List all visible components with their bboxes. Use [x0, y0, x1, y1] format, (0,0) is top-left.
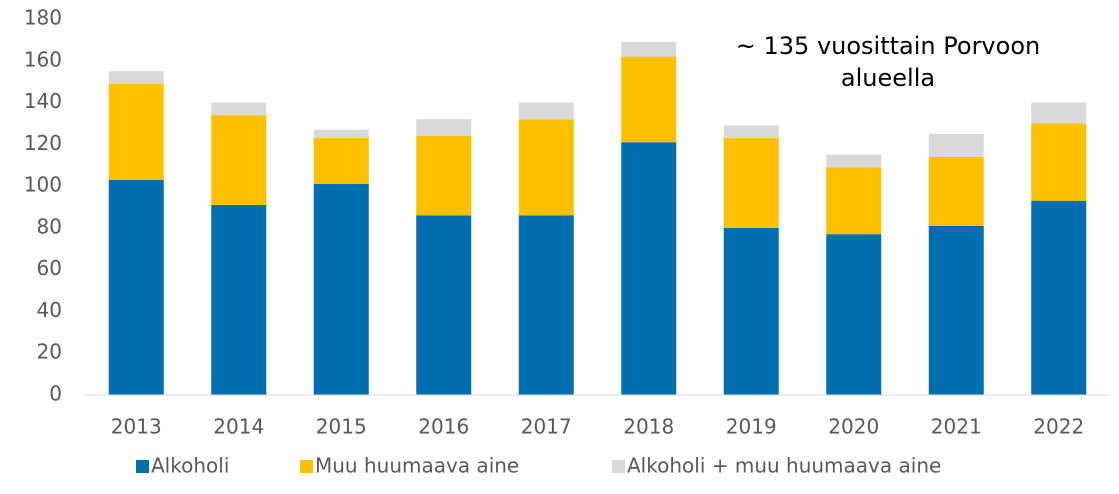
y-tick-label: 100 — [24, 173, 62, 197]
bar-segment — [211, 115, 267, 205]
bar-segment — [211, 204, 267, 395]
x-tick-label: 2017 — [521, 415, 572, 439]
legend-label: Alkoholi — [151, 454, 229, 478]
bar-segment — [108, 179, 164, 395]
legend-label: Muu huumaava aine — [315, 454, 519, 478]
x-tick-label: 2020 — [828, 415, 879, 439]
legend-label: Alkoholi + muu huumaava aine — [627, 454, 941, 478]
bar-segment — [416, 135, 472, 216]
x-tick-label: 2018 — [623, 415, 674, 439]
y-tick-label: 80 — [37, 214, 62, 238]
bar-segment — [826, 234, 882, 395]
y-tick-label: 140 — [24, 89, 62, 113]
bar-segment — [416, 119, 472, 136]
bar-segment — [928, 133, 984, 157]
x-tick-label: 2022 — [1033, 415, 1084, 439]
x-tick-label: 2019 — [726, 415, 777, 439]
y-tick-label: 60 — [37, 256, 62, 280]
x-tick-label: 2016 — [418, 415, 469, 439]
bar-segment — [928, 156, 984, 226]
y-tick-label: 180 — [24, 6, 62, 30]
bar-segment — [313, 184, 369, 395]
y-tick-label: 20 — [37, 340, 62, 364]
x-tick-label: 2015 — [316, 415, 367, 439]
x-tick-label: 2021 — [931, 415, 982, 439]
bar-segment — [723, 227, 779, 395]
bar-segment — [723, 138, 779, 228]
bar-segment — [928, 225, 984, 395]
bar-segment — [723, 125, 779, 139]
bar-segment — [108, 71, 164, 84]
legend-swatch — [136, 460, 149, 473]
bar-segment — [518, 119, 574, 216]
bar-segment — [621, 41, 677, 57]
x-tick-label: 2013 — [111, 415, 162, 439]
y-tick-label: 0 — [49, 382, 62, 406]
bar-segment — [621, 56, 677, 143]
bar-segment — [518, 215, 574, 395]
bar-segment — [313, 138, 369, 185]
y-tick-label: 160 — [24, 47, 62, 71]
bar-segment — [313, 129, 369, 139]
bar-segment — [108, 83, 164, 180]
x-tick-label: 2014 — [213, 415, 264, 439]
bar-segment — [826, 154, 882, 168]
annotation: ~ 135 vuosittain Porvoon alueella — [735, 32, 1041, 92]
bar-segment — [1031, 200, 1087, 395]
bar-segment — [621, 142, 677, 395]
bar-segment — [826, 167, 882, 235]
y-tick-label: 120 — [24, 131, 62, 155]
legend-swatch — [612, 460, 625, 473]
bar-segment — [518, 102, 574, 120]
legend-swatch — [300, 460, 313, 473]
bar-segment — [211, 102, 267, 116]
bar-segment — [1031, 102, 1087, 124]
y-tick-label: 40 — [37, 298, 62, 322]
bar-segment — [416, 215, 472, 395]
bar-segment — [1031, 123, 1087, 201]
